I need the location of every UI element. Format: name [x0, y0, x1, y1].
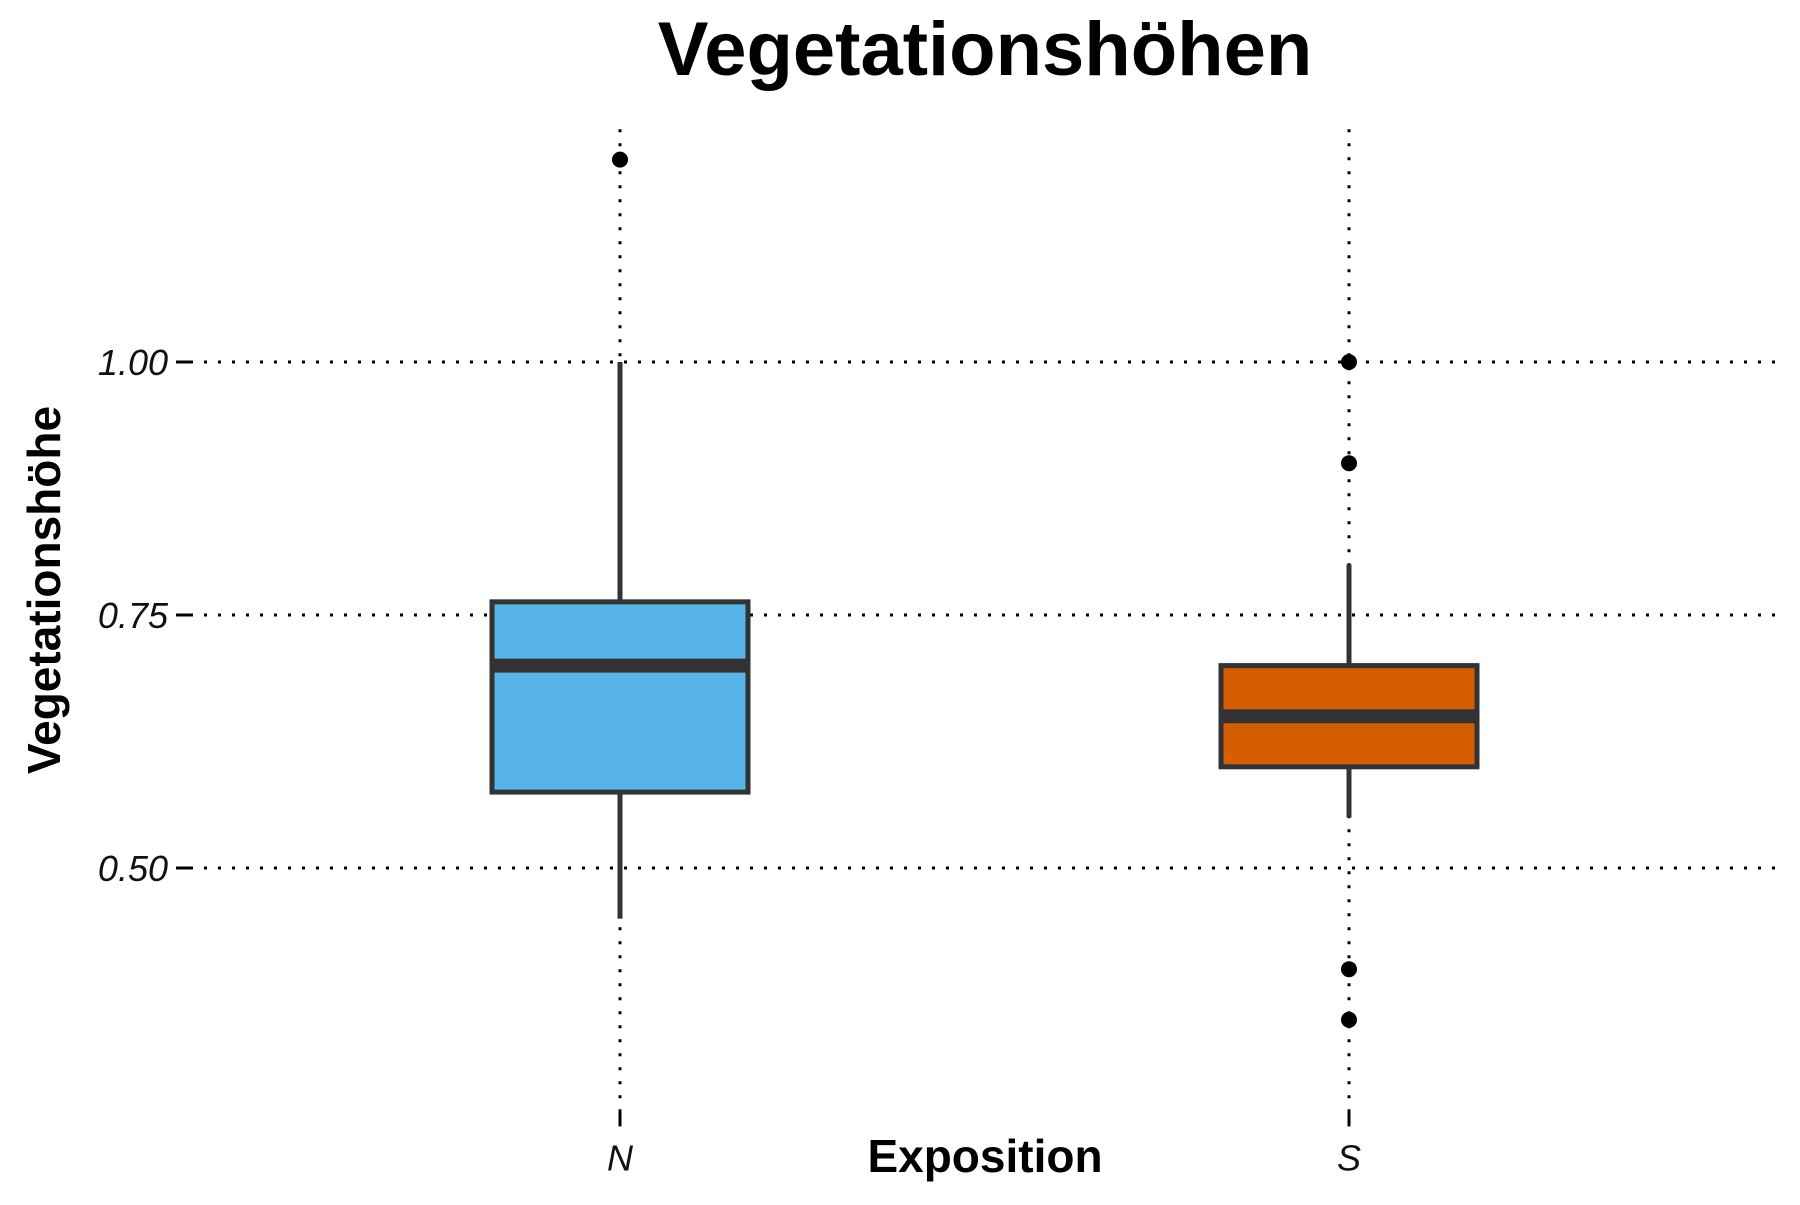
x-tick-label: N	[607, 1137, 634, 1178]
chart-title: Vegetationshöhen	[658, 7, 1313, 92]
grid-layer	[190, 129, 1785, 1111]
y-axis-title: Vegetationshöhe	[18, 406, 70, 774]
box-N	[489, 599, 751, 795]
outlier-point	[1341, 1011, 1357, 1028]
outlier-point	[612, 151, 628, 168]
outlier-point	[1341, 961, 1357, 978]
outlier-point	[1341, 354, 1357, 370]
box-layer	[489, 151, 1480, 1028]
x-tick-label: S	[1337, 1137, 1361, 1178]
y-tick-label: 0.50	[98, 848, 168, 889]
outlier-point	[1341, 455, 1357, 472]
y-tick-label: 1.00	[98, 342, 168, 383]
x-axis-title: Exposition	[867, 1130, 1102, 1182]
y-tick-label: 0.75	[98, 595, 169, 636]
axis-layer: 0.50 0.75 1.00 N S	[98, 342, 1361, 1178]
